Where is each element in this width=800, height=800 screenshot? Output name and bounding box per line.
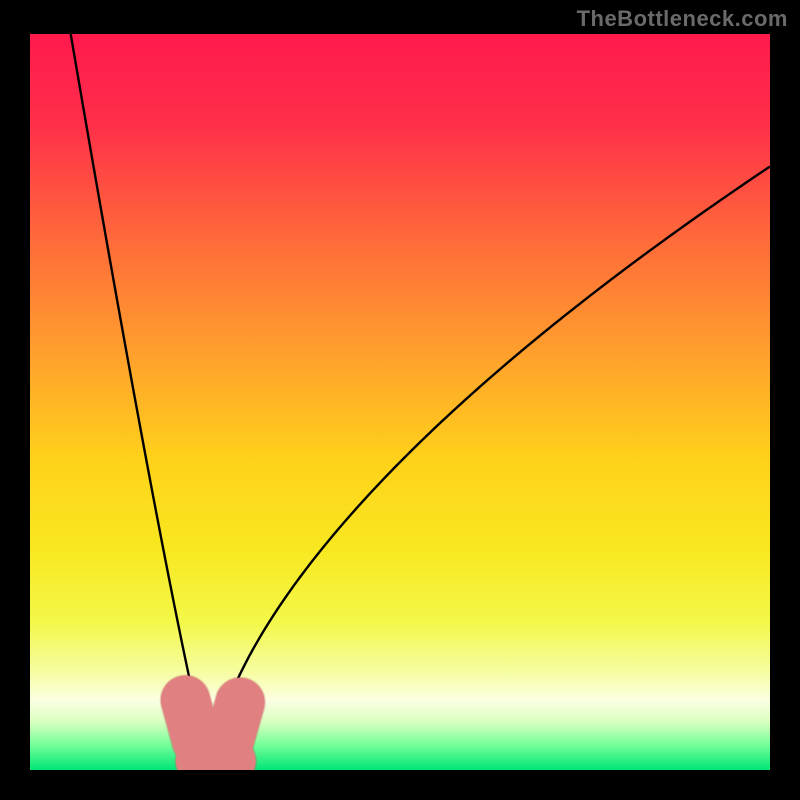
chart-stage: TheBottleneck.com: [0, 0, 800, 800]
marker-capsule: [185, 700, 196, 740]
marker-group: [185, 700, 240, 761]
marker-capsule: [230, 702, 240, 739]
gradient-panel: [30, 34, 770, 770]
bottleneck-curve-chart: [0, 0, 800, 800]
attribution-label: TheBottleneck.com: [577, 6, 788, 32]
